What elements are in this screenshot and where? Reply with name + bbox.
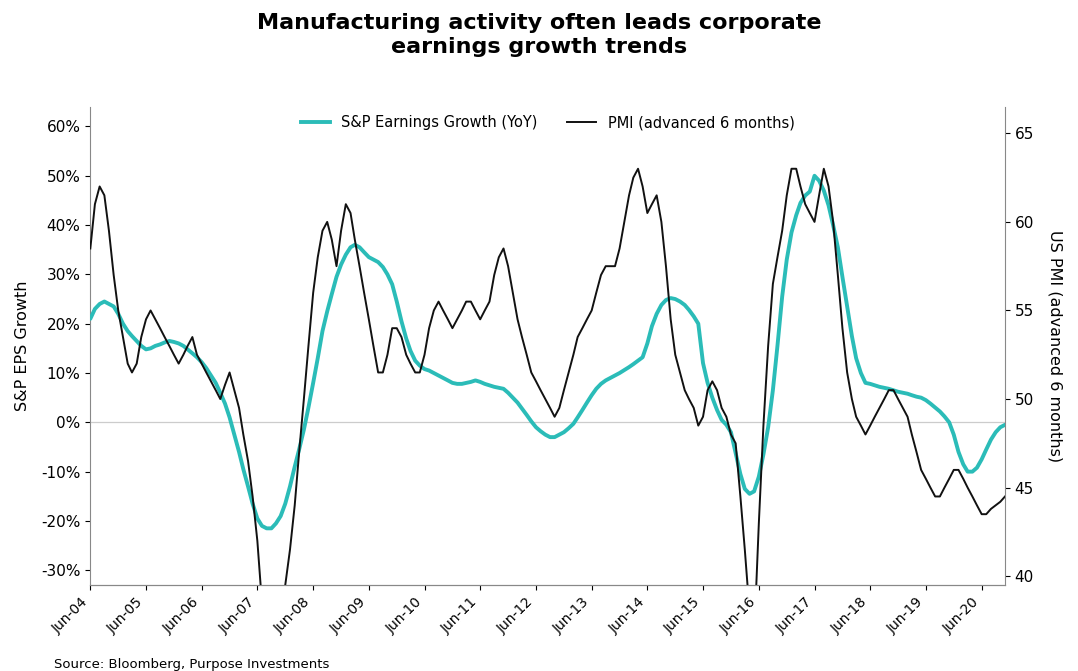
Y-axis label: US PMI (advanced 6 months): US PMI (advanced 6 months) xyxy=(1048,230,1063,462)
Legend: S&P Earnings Growth (YoY), PMI (advanced 6 months): S&P Earnings Growth (YoY), PMI (advanced… xyxy=(294,109,801,136)
Text: Manufacturing activity often leads corporate
earnings growth trends: Manufacturing activity often leads corpo… xyxy=(257,13,821,56)
Text: Source: Bloomberg, Purpose Investments: Source: Bloomberg, Purpose Investments xyxy=(54,658,329,670)
Y-axis label: S&P EPS Growth: S&P EPS Growth xyxy=(15,280,30,411)
